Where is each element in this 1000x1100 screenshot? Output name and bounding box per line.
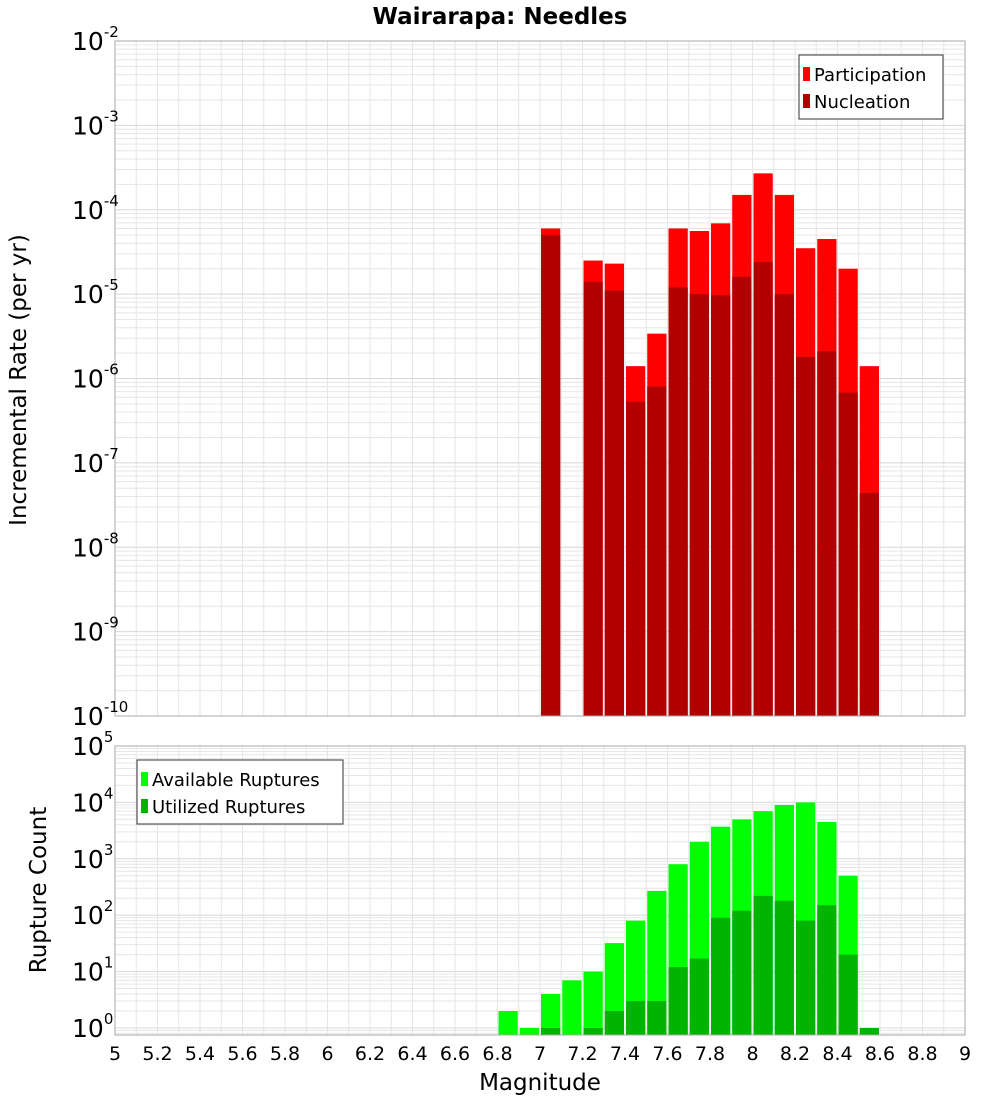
bottom-bar-utilized-ruptures [541, 1027, 561, 1035]
bottom-y-tick-label: 105 [72, 728, 113, 761]
top-y-tick-label: 10-10 [72, 698, 128, 731]
x-tick-label: 9 [959, 1043, 971, 1065]
bottom-y-tick-label: 100 [72, 1010, 113, 1043]
x-tick-label: 7.2 [567, 1043, 597, 1065]
x-tick-label: 7.8 [695, 1043, 725, 1065]
top-bar-nucleation [732, 276, 752, 716]
top-legend-label: Nucleation [814, 92, 910, 113]
x-tick-label: 7 [534, 1043, 546, 1065]
top-y-tick-label: 10-5 [72, 276, 119, 309]
bottom-y-axis-label: Rupture Count [26, 807, 52, 973]
bottom-legend-swatch [141, 772, 148, 786]
top-bar-nucleation [774, 294, 794, 716]
top-y-tick-label: 10-2 [72, 23, 119, 56]
x-tick-label: 8.2 [780, 1043, 810, 1065]
top-plot-area: 10-10 10-9 10-8 10-7 10-6 10-5 10-4 10-3 10-2 Par… [72, 23, 966, 731]
bottom-legend-label: Utilized Ruptures [152, 797, 305, 818]
bottom-legend [136, 759, 344, 825]
bottom-bar-utilized-ruptures [604, 1010, 624, 1035]
top-bar-nucleation [647, 386, 667, 716]
bottom-bar-available-ruptures [498, 1010, 518, 1035]
x-tick-label: 8.6 [865, 1043, 895, 1065]
bottom-bar-utilized-ruptures [838, 954, 858, 1035]
top-legend [798, 54, 944, 120]
bottom-legend-label: Available Ruptures [152, 770, 320, 791]
top-bar-nucleation [711, 295, 731, 716]
top-legend-swatch [803, 67, 810, 81]
bottom-legend-swatch [141, 799, 148, 813]
top-bar-nucleation [796, 356, 816, 716]
top-bar-nucleation [604, 290, 624, 716]
bottom-y-tick-label: 101 [72, 954, 113, 987]
top-legend-label: Participation [814, 65, 926, 86]
bottom-bar-utilized-ruptures [711, 917, 731, 1035]
bottom-bar-utilized-ruptures [626, 1001, 646, 1035]
top-legend-swatch [803, 94, 810, 108]
bottom-bar-utilized-ruptures [668, 967, 688, 1035]
x-tick-label: 5 [109, 1043, 121, 1065]
bottom-bar-available-ruptures [647, 890, 667, 1035]
top-bar-nucleation [859, 492, 879, 716]
bottom-plot-frame [114, 745, 966, 1036]
x-tick-label: 6.8 [482, 1043, 512, 1065]
top-bar-nucleation [689, 294, 709, 716]
top-y-tick-label: 10-7 [72, 445, 119, 478]
x-tick-label: 8.8 [907, 1043, 937, 1065]
bottom-bar-available-ruptures [583, 971, 603, 1035]
top-bar-nucleation [626, 401, 646, 716]
x-tick-label: 5.8 [270, 1043, 300, 1065]
x-tick-label: 6.6 [440, 1043, 470, 1065]
top-y-tick-label: 10-4 [72, 192, 119, 225]
bottom-bar-utilized-ruptures [732, 910, 752, 1035]
x-tick-label: 6 [321, 1043, 333, 1065]
x-tick-label: 8.4 [822, 1043, 852, 1065]
top-plot-frame [114, 40, 966, 717]
bottom-bar-available-ruptures [519, 1027, 539, 1035]
top-y-tick-label: 10-6 [72, 361, 119, 394]
bottom-bar-utilized-ruptures [583, 1027, 603, 1035]
x-tick-label: 5.6 [227, 1043, 257, 1065]
chart-title: Wairarapa: Needles [373, 4, 628, 30]
bottom-bar-utilized-ruptures [796, 920, 816, 1035]
x-tick-label: 7.6 [652, 1043, 682, 1065]
top-y-tick-label: 10-9 [72, 614, 119, 647]
bottom-bar-utilized-ruptures [647, 1001, 667, 1035]
x-tick-label: 5.4 [185, 1043, 215, 1065]
bottom-bar-utilized-ruptures [774, 900, 794, 1035]
top-bar-nucleation [541, 235, 561, 716]
bottom-plot-area: 100 101 102 103 104 105 Available Ruptures Util… [72, 728, 971, 1065]
bottom-bar-utilized-ruptures [689, 958, 709, 1035]
top-bar-nucleation [668, 287, 688, 716]
top-y-axis-label: Incremental Rate (per yr) [6, 234, 32, 526]
bottom-bar-available-ruptures [541, 994, 561, 1035]
bottom-y-tick-label: 103 [72, 841, 113, 874]
bottom-bar-utilized-ruptures [859, 1027, 879, 1035]
top-bar-nucleation [817, 351, 837, 716]
top-bar-nucleation [838, 392, 858, 716]
top-y-tick-label: 10-3 [72, 107, 119, 140]
bottom-y-tick-label: 102 [72, 897, 113, 930]
x-tick-label: 8 [746, 1043, 758, 1065]
x-tick-label: 6.4 [397, 1043, 427, 1065]
top-y-tick-label: 10-8 [72, 529, 119, 562]
bottom-y-tick-label: 104 [72, 784, 113, 817]
x-tick-label: 6.2 [355, 1043, 385, 1065]
bottom-bar-utilized-ruptures [817, 905, 837, 1035]
x-axis-label: Magnitude [479, 1070, 601, 1096]
top-bar-nucleation [583, 281, 603, 716]
bottom-bar-available-ruptures [562, 980, 582, 1035]
x-tick-label: 7.4 [610, 1043, 640, 1065]
x-tick-label: 5.2 [142, 1043, 172, 1065]
bottom-bar-utilized-ruptures [753, 895, 773, 1035]
top-bar-nucleation [753, 262, 773, 716]
